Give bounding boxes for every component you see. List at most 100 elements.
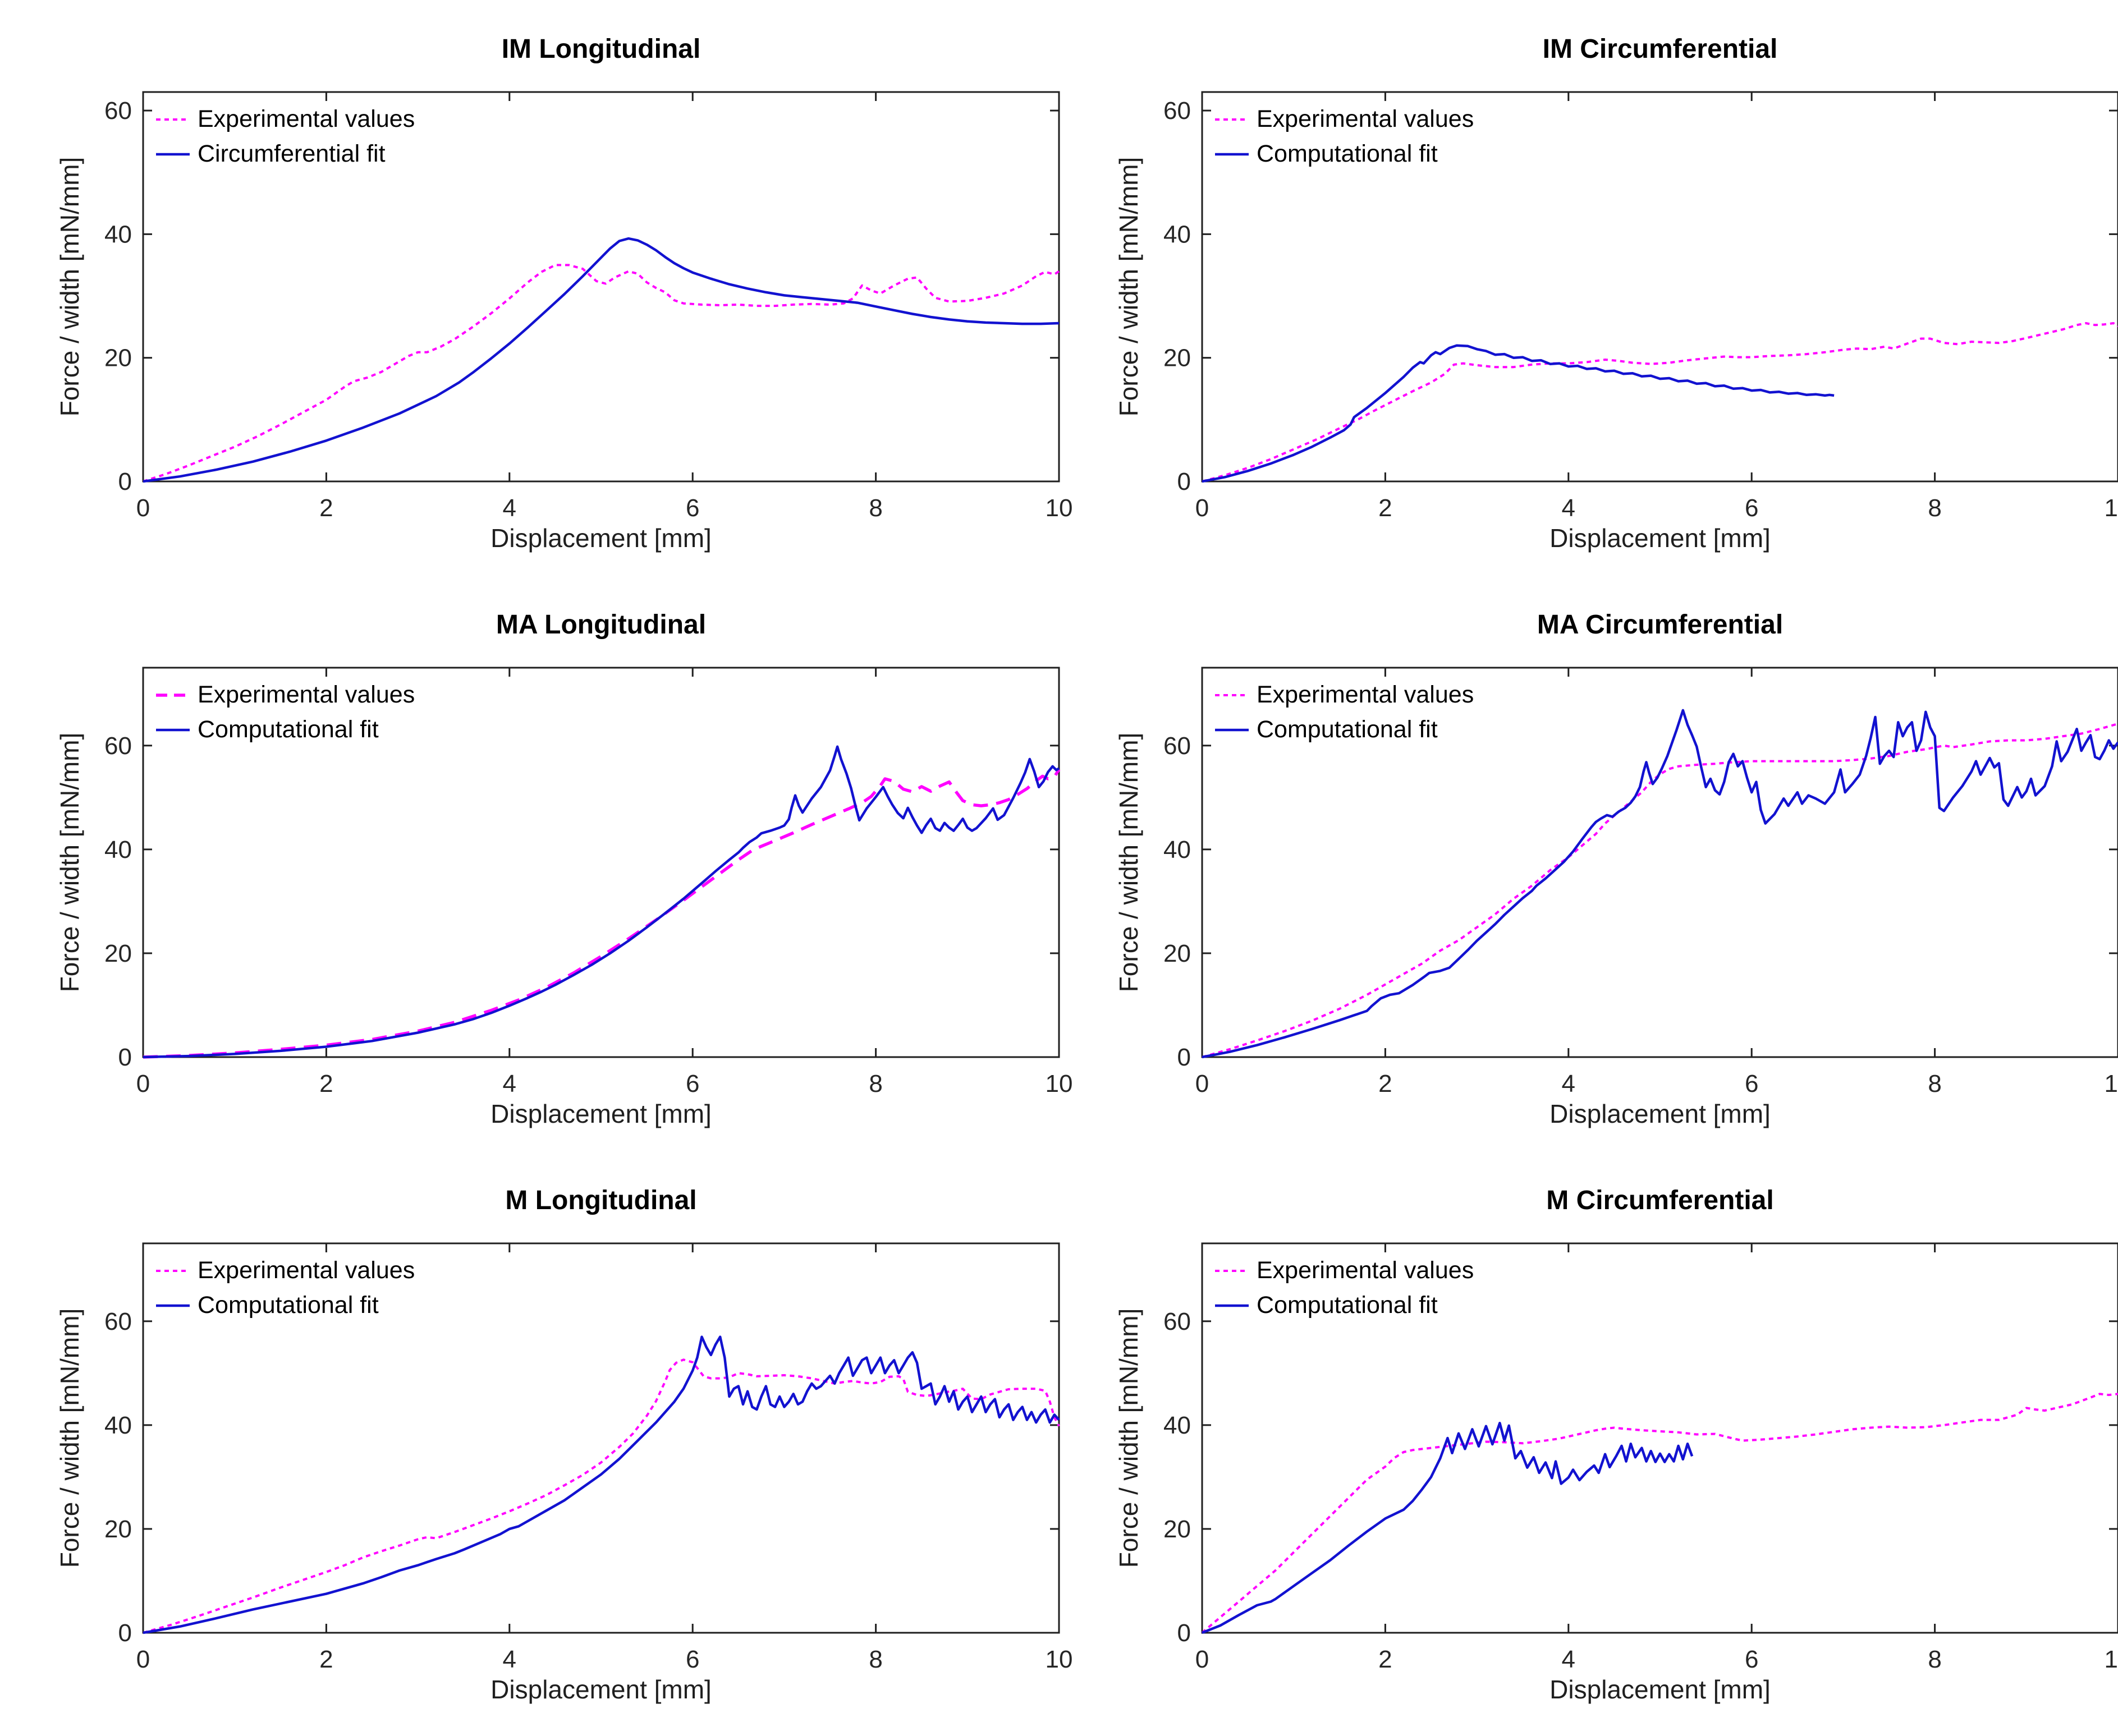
y-tick-label: 60: [1163, 1308, 1191, 1335]
y-tick-label: 60: [104, 1308, 132, 1335]
x-tick-label: 8: [869, 1646, 882, 1673]
legend-label: Experimental values: [198, 1256, 415, 1284]
x-tick-label: 4: [1562, 1070, 1575, 1097]
legend-line-sample-icon: [1215, 1304, 1249, 1307]
legend-label: Experimental values: [1257, 681, 1474, 708]
y-tick-label: 40: [1163, 1412, 1191, 1439]
legend-item: Computational fit: [1214, 138, 1474, 169]
legend-line-sample-icon: [1215, 153, 1249, 156]
x-tick-label: 10: [2105, 494, 2118, 522]
y-axis-label: Force / width [mN/mm]: [1114, 157, 1143, 417]
legend-item: Computational fit: [155, 1289, 415, 1321]
series-line-1: [1202, 709, 2118, 1059]
x-tick-label: 2: [1378, 1646, 1392, 1673]
legend-line-sample-icon: [156, 728, 190, 732]
legend-label: Experimental values: [198, 681, 415, 708]
x-tick-label: 8: [1928, 1646, 1941, 1673]
x-tick-label: 10: [1046, 1646, 1073, 1673]
x-tick-label: 2: [1378, 1070, 1392, 1097]
x-tick-label: 2: [319, 494, 333, 522]
y-axis-label: Force / width [mN/mm]: [1114, 1308, 1143, 1568]
x-axis-label: Displacement [mm]: [1549, 1675, 1771, 1704]
legend: Experimental values Computational fit: [1214, 103, 1474, 169]
legend-label: Computational fit: [1257, 140, 1438, 167]
legend-line-sample-icon: [156, 1304, 190, 1307]
x-axis-label: Displacement [mm]: [490, 523, 712, 553]
plot-canvas-ma-circumferential: 0 2 4 6 8 10 0 20 40 60: [1163, 667, 2118, 1097]
legend-label: Computational fit: [198, 715, 379, 743]
x-axis-label: Displacement [mm]: [1549, 523, 1771, 553]
subplot-ma-circumferential: 0 2 4 6 8 10 0 20 40 60 MA Circumferential Force …: [1081, 585, 2118, 1160]
y-tick-label: 20: [104, 940, 132, 967]
chart-title: M Circumferential: [1546, 1186, 1774, 1215]
legend-item: Experimental values: [155, 679, 415, 710]
y-tick-label: 20: [1163, 1515, 1191, 1543]
series-line-1: [1202, 1421, 1694, 1634]
plot-canvas-m-longitudinal: 0 2 4 6 8 10 0 20 40 60: [104, 1242, 1073, 1673]
legend: Experimental values Computational fit: [155, 1255, 415, 1321]
x-tick-label: 8: [869, 494, 882, 522]
series-line-1: [1202, 344, 1835, 483]
series-line-0: [1201, 1393, 2118, 1634]
y-tick-label: 0: [1177, 1619, 1191, 1647]
x-tick-label: 4: [503, 494, 516, 522]
x-tick-label: 8: [1928, 494, 1941, 522]
x-tick-label: 4: [503, 1070, 516, 1097]
subplot-m-longitudinal: 0 2 4 6 8 10 0 20 40 60 M Longitudinal Force / wi…: [22, 1160, 1081, 1736]
x-tick-label: 0: [136, 1070, 150, 1097]
legend-item: Computational fit: [1214, 1289, 1474, 1321]
y-tick-label: 40: [1163, 836, 1191, 864]
series-line-1: [143, 1335, 1060, 1634]
y-tick-label: 60: [104, 732, 132, 760]
y-axis-label: Force / width [mN/mm]: [55, 157, 84, 417]
legend: Experimental values Computational fit: [155, 679, 415, 745]
legend-item: Experimental values: [155, 1255, 415, 1286]
legend-item: Experimental values: [1214, 1255, 1474, 1286]
plot-canvas-im-longitudinal: 0 2 4 6 8 10 0 20 40 60: [104, 91, 1073, 522]
x-tick-label: 0: [1195, 494, 1209, 522]
y-tick-label: 60: [104, 97, 132, 125]
x-tick-label: 6: [686, 494, 699, 522]
x-tick-label: 2: [319, 1646, 333, 1673]
y-axis-label: Force / width [mN/mm]: [55, 732, 84, 993]
y-tick-label: 0: [1177, 468, 1191, 495]
x-tick-label: 2: [319, 1070, 333, 1097]
legend-line-sample-icon: [156, 153, 190, 156]
axes-box: [1201, 1242, 2118, 1634]
legend-item: Experimental values: [155, 103, 415, 135]
series-line-0: [143, 264, 1060, 483]
legend-line-sample-icon: [156, 118, 190, 121]
axes-box: [142, 1242, 1060, 1634]
subplot-ma-longitudinal: 0 2 4 6 8 10 0 20 40 60 MA Longitudinal Force / w…: [22, 585, 1081, 1160]
y-tick-label: 60: [1163, 732, 1191, 760]
series-line-1: [143, 745, 1060, 1059]
y-tick-label: 20: [104, 345, 132, 372]
legend: Experimental values Computational fit: [1214, 1255, 1474, 1321]
legend-item: Circumferential fit: [155, 138, 415, 169]
x-tick-label: 6: [1745, 494, 1758, 522]
x-tick-label: 8: [869, 1070, 882, 1097]
legend-item: Experimental values: [1214, 679, 1474, 710]
x-tick-label: 10: [1046, 494, 1073, 522]
x-tick-label: 10: [2105, 1646, 2118, 1673]
series-line-0: [143, 1358, 1060, 1634]
x-tick-label: 10: [2105, 1070, 2118, 1097]
x-tick-label: 4: [503, 1646, 516, 1673]
chart-title: MA Longitudinal: [496, 610, 707, 640]
y-tick-label: 40: [104, 221, 132, 248]
y-tick-label: 40: [104, 836, 132, 864]
x-tick-label: 0: [136, 494, 150, 522]
legend-item: Experimental values: [1214, 103, 1474, 135]
chart-title: MA Circumferential: [1537, 610, 1784, 640]
x-tick-label: 8: [1928, 1070, 1941, 1097]
x-axis-label: Displacement [mm]: [1549, 1099, 1771, 1128]
legend-line-sample-icon: [1215, 1270, 1249, 1272]
x-tick-label: 10: [1046, 1070, 1073, 1097]
legend-label: Circumferential fit: [198, 140, 386, 167]
subplot-m-circumferential: 0 2 4 6 8 10 0 20 40 60 M Circumferential Force /…: [1081, 1160, 2118, 1736]
legend-label: Computational fit: [1257, 715, 1438, 743]
series-line-1: [143, 237, 1060, 483]
legend-line-sample-icon: [156, 694, 190, 697]
x-tick-label: 4: [1562, 494, 1575, 522]
